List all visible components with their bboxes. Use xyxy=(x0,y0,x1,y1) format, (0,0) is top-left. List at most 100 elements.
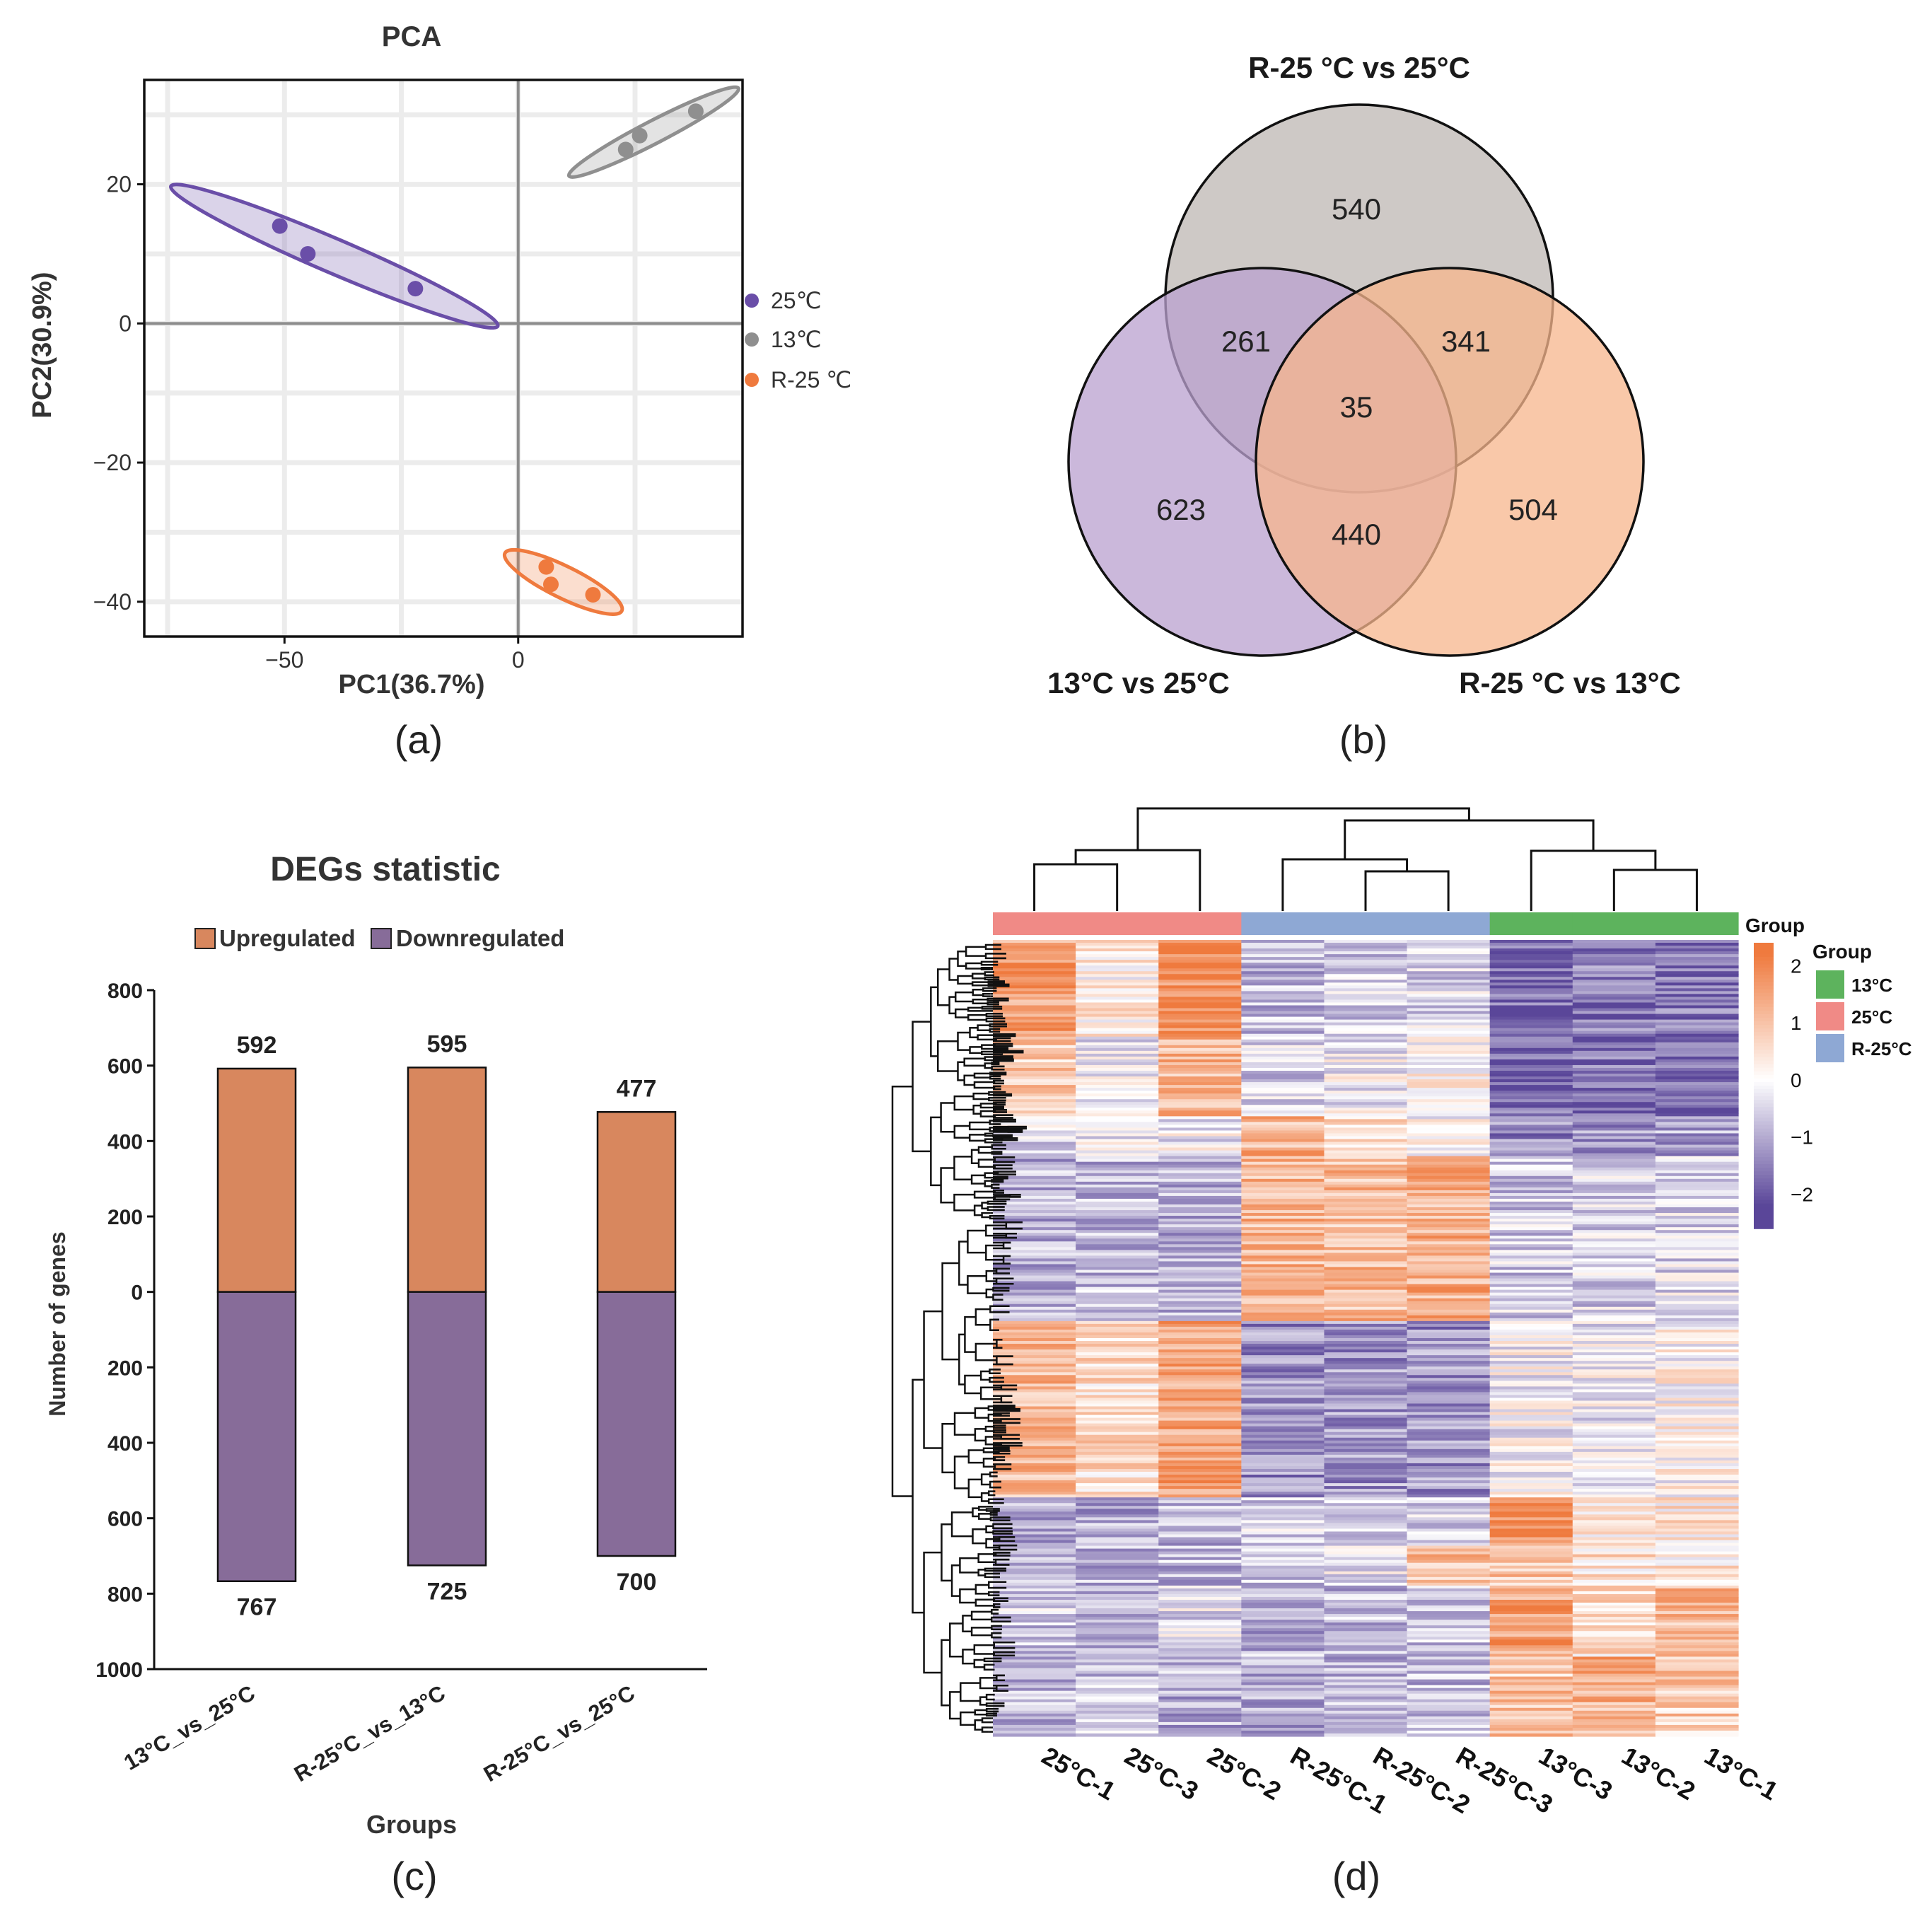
heatmap-cell xyxy=(1076,1355,1159,1359)
heatmap-cell xyxy=(1407,1494,1491,1498)
heatmap-cell xyxy=(1407,1016,1491,1021)
row-dendrogram-link xyxy=(996,1338,1003,1349)
heatmap-cell xyxy=(1241,1585,1325,1589)
row-dendrogram-link xyxy=(984,1172,999,1179)
heatmap-cell xyxy=(1324,1358,1408,1361)
heatmap-cell xyxy=(993,1489,1076,1492)
heatmap-cell xyxy=(1324,1323,1408,1328)
heatmap-cell xyxy=(1158,1195,1242,1200)
heatmap-cell xyxy=(1324,1344,1408,1347)
heatmap-cell xyxy=(1324,1284,1408,1288)
heatmap-cell xyxy=(1407,1284,1491,1288)
heatmap-cell xyxy=(1158,1662,1242,1666)
heatmap-cell xyxy=(1076,1372,1159,1376)
heatmap-cell xyxy=(1324,1013,1408,1018)
heatmap-cell xyxy=(1324,1517,1408,1521)
heatmap-cell xyxy=(1324,1025,1408,1029)
heatmap-cell xyxy=(1655,1585,1739,1589)
heatmap-cell xyxy=(1076,1286,1159,1291)
heatmap-cell xyxy=(1572,1617,1656,1620)
heatmap-cell xyxy=(1076,1673,1159,1678)
heatmap-cell xyxy=(1489,1099,1573,1103)
colorbar-step xyxy=(1754,1182,1774,1187)
heatmap-cell xyxy=(993,1216,1076,1219)
heatmap-cell xyxy=(1572,1195,1656,1200)
heatmap-cell xyxy=(1158,1437,1242,1441)
heatmap-cell xyxy=(1407,1366,1491,1370)
row-dendrogram-link xyxy=(999,1536,1016,1543)
row-dendrogram-link xyxy=(972,1104,981,1115)
heatmap-cell xyxy=(1407,965,1491,969)
heatmap-cell xyxy=(1407,1400,1491,1405)
heatmap-cell xyxy=(1489,1278,1573,1282)
heatmap-cell xyxy=(993,1614,1076,1617)
heatmap-cell xyxy=(1076,1364,1159,1367)
heatmap-cell xyxy=(1655,1289,1739,1294)
heatmap-cell xyxy=(1241,1338,1325,1342)
heatmap-cell xyxy=(1489,1082,1573,1086)
heatmap-cell xyxy=(1489,1659,1573,1663)
heatmap-cell xyxy=(993,1398,1076,1402)
heatmap-cell xyxy=(1241,1028,1325,1032)
heatmap-cell xyxy=(1655,1381,1739,1384)
heatmap-cell xyxy=(1572,957,1656,960)
heatmap-cell xyxy=(993,1059,1076,1063)
heatmap-cell xyxy=(1076,1451,1159,1456)
heatmap-cell xyxy=(1489,1184,1573,1188)
heatmap-cell xyxy=(1076,1079,1159,1083)
heatmap-cell xyxy=(1655,1187,1739,1191)
heatmap-cell xyxy=(1241,1064,1325,1069)
heatmap-cell xyxy=(1158,1395,1242,1399)
heatmap-cell xyxy=(1158,1108,1242,1111)
heatmap-cell xyxy=(1655,1153,1739,1157)
heatmap-cell xyxy=(1407,1596,1491,1601)
heatmap-cell xyxy=(1572,1019,1656,1023)
heatmap-cell xyxy=(1324,1349,1408,1353)
heatmap-cell xyxy=(1489,1352,1573,1356)
heatmap-cell xyxy=(1655,1685,1739,1689)
heatmap-cell xyxy=(1572,954,1656,958)
colorbar-step xyxy=(1754,1178,1774,1183)
heatmap-cell xyxy=(1407,1682,1491,1686)
heatmap-cell xyxy=(1489,1622,1573,1626)
heatmap-cell xyxy=(1572,1332,1656,1336)
heatmap-cell xyxy=(1407,1326,1491,1330)
row-dendrogram-link xyxy=(992,1134,1013,1138)
heatmap-cell xyxy=(1158,1341,1242,1344)
heatmap-cell xyxy=(1489,1136,1573,1140)
row-dendrogram-link xyxy=(991,1179,1004,1183)
heatmap-cell xyxy=(1324,948,1408,952)
heatmap-cell xyxy=(1076,1710,1159,1714)
row-dendrogram-link xyxy=(971,981,989,987)
heatmap-cell xyxy=(1489,1213,1573,1216)
heatmap-cell xyxy=(1407,1497,1491,1501)
heatmap-cell xyxy=(1655,1332,1739,1336)
heatmap-cell xyxy=(1407,1022,1491,1026)
heatmap-cell xyxy=(1158,1144,1242,1149)
row-dendrogram-link xyxy=(969,1026,978,1038)
heatmap-cell xyxy=(1076,1022,1159,1026)
heatmap-cell xyxy=(1241,1332,1325,1336)
heatmap-cell xyxy=(993,1318,1076,1322)
heatmap-cell xyxy=(1572,1116,1656,1120)
heatmap-cell xyxy=(1655,1503,1739,1506)
heatmap-cell xyxy=(1572,1492,1656,1495)
heatmap-cell xyxy=(1407,1241,1491,1245)
heatmap-cell xyxy=(993,1554,1076,1558)
heatmap-cell xyxy=(1407,982,1491,986)
heatmap-cell xyxy=(1241,1207,1325,1211)
heatmap-cell xyxy=(1655,1582,1739,1586)
heatmap-cell xyxy=(1572,1574,1656,1578)
heatmap-cell xyxy=(1324,1668,1408,1672)
heatmap-cell xyxy=(1655,1704,1739,1709)
heatmap-cell xyxy=(993,1599,1076,1603)
heatmap-cell xyxy=(1655,1210,1739,1214)
heatmap-cell xyxy=(1407,1574,1491,1578)
heatmap-cell xyxy=(1572,985,1656,989)
heatmap-cell xyxy=(1241,1241,1325,1245)
heatmap-cell xyxy=(993,1477,1076,1481)
bar-down xyxy=(407,1291,487,1567)
group-bar-cell xyxy=(1324,912,1408,935)
row-dendrogram-link xyxy=(1007,1129,1023,1133)
heatmap-cell xyxy=(1324,1465,1408,1470)
